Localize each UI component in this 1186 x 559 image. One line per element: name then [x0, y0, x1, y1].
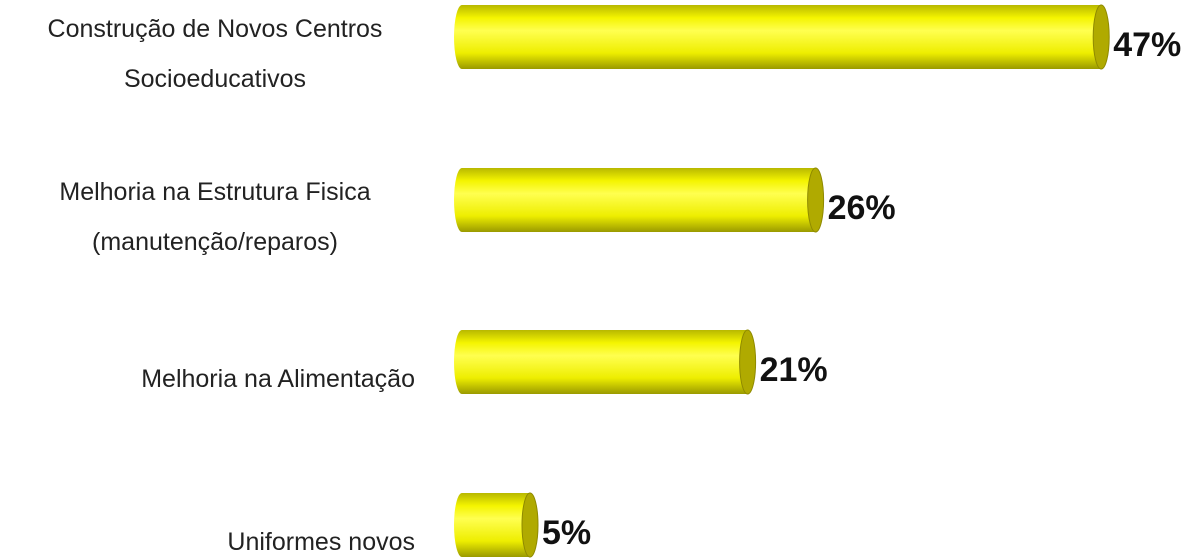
category-label-box: Melhoria na Estrutura Fisica (manutenção… [15, 167, 415, 267]
category-label: Melhoria na Alimentação [141, 365, 415, 393]
bar-cap-end [807, 167, 825, 233]
bar [462, 168, 816, 232]
value-label: 47% [1113, 26, 1181, 64]
category-label-box: Melhoria na Alimentação [15, 354, 415, 404]
value-label: 26% [828, 189, 896, 227]
bar [462, 5, 1102, 69]
value-label: 5% [542, 514, 591, 552]
category-label-box: Construção de Novos Centros Socioeducati… [15, 4, 415, 104]
bar-cap-end [739, 329, 757, 395]
bar-cap-end [1092, 4, 1110, 70]
bar [462, 330, 748, 394]
category-label: Construção de Novos Centros Socioeducati… [47, 15, 383, 93]
category-label-box: Uniformes novos [15, 517, 415, 559]
bar-cap-end [521, 492, 539, 558]
category-label: Melhoria na Estrutura Fisica (manutenção… [59, 178, 371, 256]
category-label: Uniformes novos [227, 528, 415, 556]
bar [462, 493, 530, 557]
value-label: 21% [760, 351, 828, 389]
